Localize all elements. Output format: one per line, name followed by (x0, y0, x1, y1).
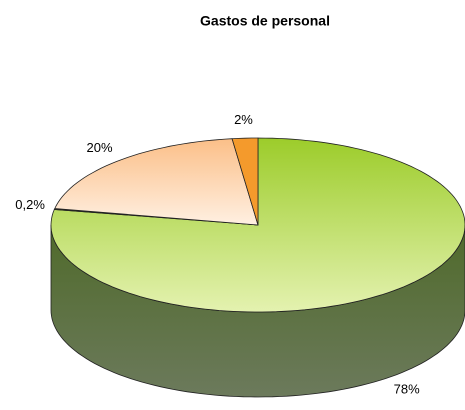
data-label: 20% (87, 140, 113, 155)
slice (54, 138, 259, 226)
chart-title: Gastos de personal (200, 13, 330, 29)
slice (231, 137, 259, 226)
data-label: 2% (234, 112, 253, 127)
data-label: 0,2% (15, 197, 45, 212)
data-label: 78% (394, 382, 420, 397)
